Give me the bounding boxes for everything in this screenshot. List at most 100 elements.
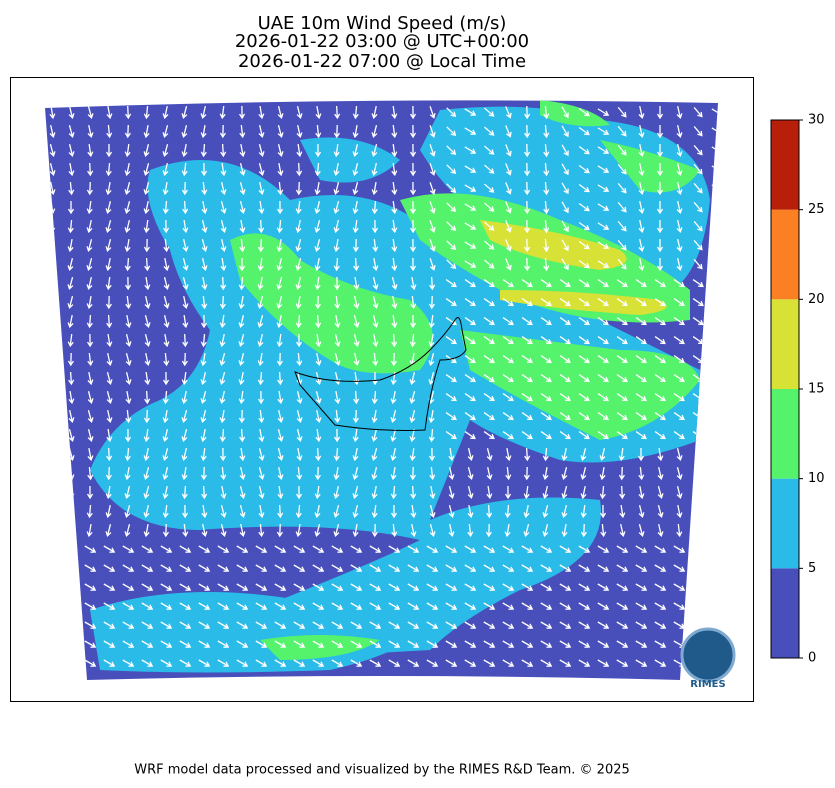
wind-arrow [331, 545, 344, 553]
wind-arrow [673, 317, 685, 326]
wind-arrow [369, 583, 382, 591]
wind-arrow [181, 485, 188, 500]
wind-arrow [597, 355, 609, 364]
wind-arrow [296, 371, 303, 386]
wind-arrow [314, 201, 321, 215]
wind-arrow [103, 621, 116, 629]
wind-arrow [181, 371, 188, 386]
wind-arrow [673, 298, 685, 307]
wind-field [45, 100, 718, 681]
wind-arrow [505, 258, 512, 271]
wind-arrow [561, 125, 569, 138]
wind-arrow [372, 352, 379, 367]
wind-arrow [182, 239, 189, 253]
wind-arrow [277, 429, 284, 442]
wind-arrow [693, 239, 703, 251]
wind-arrow [201, 485, 208, 500]
wind-arrow [502, 640, 515, 648]
wind-arrow [371, 429, 378, 443]
wind-arrow [86, 485, 94, 500]
wind-arrow [483, 279, 495, 288]
wind-arrow [162, 390, 169, 405]
wind-arrow [162, 409, 169, 424]
wind-arrow [559, 659, 572, 667]
wind-arrow [276, 314, 283, 329]
wind-arrow [333, 447, 340, 462]
wind-arrow [391, 523, 398, 538]
wind-arrow [220, 143, 227, 158]
wind-arrow [578, 240, 590, 250]
wind-arrow [144, 315, 151, 328]
wind-arrow [334, 409, 341, 424]
wind-arrow [105, 239, 112, 253]
wind-arrow [429, 144, 436, 157]
wind-arrow [331, 621, 344, 629]
wind-arrow [68, 181, 75, 196]
wind-arrow [87, 162, 94, 177]
wind-arrow [105, 485, 112, 500]
wind-arrow [106, 314, 113, 329]
wind-arrow [616, 336, 628, 345]
wind-arrow [87, 352, 94, 367]
wind-arrow [561, 201, 569, 214]
wind-arrow [201, 181, 208, 196]
footer: WRF model data processed and visualized … [134, 763, 630, 778]
wind-arrow [106, 124, 113, 139]
wind-arrow [274, 640, 287, 648]
wind-arrow [656, 200, 664, 215]
wind-arrow [676, 467, 683, 480]
wind-arrow [597, 374, 609, 383]
wind-arrow [238, 409, 245, 424]
wind-arrow [505, 144, 512, 157]
wind-arrow [524, 200, 531, 215]
wind-arrow [597, 412, 609, 421]
wind-arrow [295, 333, 303, 348]
wind-arrow [693, 125, 703, 137]
wind-arrow [219, 314, 226, 329]
wind-arrow [521, 412, 533, 421]
colorbar-tick-label: 30 [808, 113, 825, 128]
wind-arrow [559, 317, 571, 326]
wind-arrow [143, 238, 150, 253]
wind-arrow [86, 239, 93, 252]
wind-arrow [315, 105, 322, 120]
wind-arrow [540, 374, 552, 383]
wind-arrow [181, 410, 188, 423]
wind-arrow [162, 144, 169, 157]
wind-arrow [597, 279, 609, 288]
wind-arrow [616, 564, 629, 572]
wind-arrow [350, 545, 363, 553]
wind-arrow [599, 448, 606, 462]
wind-arrow [578, 640, 591, 648]
wind-arrow [391, 219, 398, 234]
wind-arrow [217, 640, 230, 648]
wind-arrow [654, 336, 666, 345]
wind-arrow [561, 486, 568, 499]
wind-arrow [143, 428, 150, 443]
wind-arrow [484, 145, 495, 155]
wind-arrow [693, 106, 703, 118]
wind-arrow [106, 410, 113, 424]
wind-arrow [239, 163, 246, 177]
wind-arrow [429, 505, 436, 519]
wind-arrow [143, 447, 150, 462]
wind-arrow [448, 486, 455, 499]
wind-arrow [255, 583, 268, 591]
wind-arrow [333, 201, 340, 214]
wind-arrow [464, 640, 477, 648]
wind-arrow [635, 564, 648, 572]
wind-arrow [464, 336, 476, 345]
wind-arrow [426, 564, 439, 572]
wind-arrow [84, 564, 97, 572]
wind-arrow [333, 428, 341, 443]
wind-arrow [312, 640, 325, 648]
wind-arrow [200, 428, 207, 443]
wind-arrow [369, 545, 382, 553]
wind-arrow [277, 106, 284, 120]
wind-arrow [220, 239, 227, 253]
wind-arrow [673, 431, 685, 440]
wind-arrow [84, 659, 97, 667]
wind-arrow [426, 640, 439, 648]
wind-arrow [561, 447, 568, 462]
